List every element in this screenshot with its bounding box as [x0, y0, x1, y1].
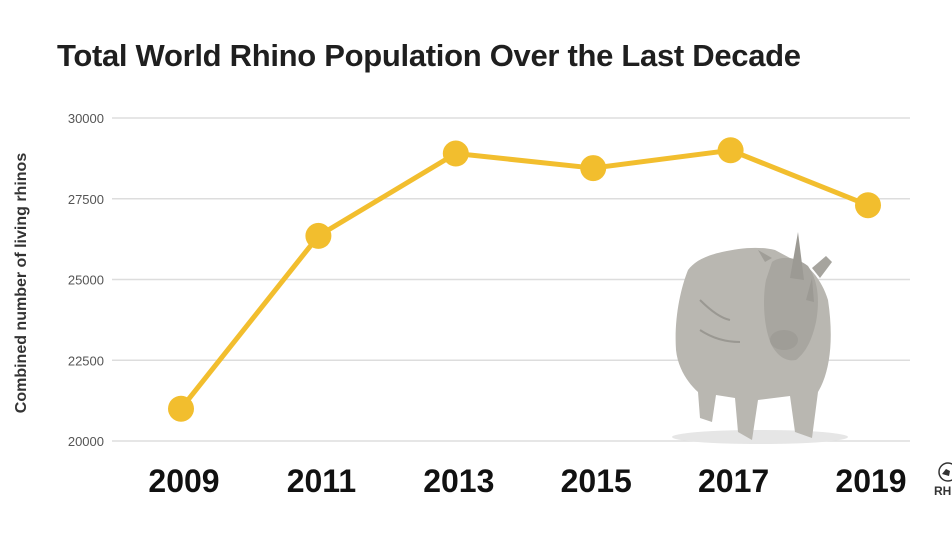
x-axis-ticks: 2009 2011 2013 2015 2017 2019 — [148, 463, 906, 499]
logo-text: RH — [934, 484, 952, 498]
y-tick-label: 30000 — [68, 111, 104, 126]
data-point — [855, 192, 881, 219]
data-point — [305, 222, 332, 249]
x-tick-label: 2019 — [835, 463, 906, 499]
chart-title: Total World Rhino Population Over the La… — [57, 38, 801, 73]
rhino-illustration — [672, 232, 848, 444]
x-tick-label: 2011 — [287, 463, 356, 499]
data-point — [168, 395, 194, 422]
y-tick-label: 25000 — [68, 273, 104, 288]
x-tick-label: 2013 — [423, 463, 494, 499]
data-point — [442, 140, 469, 167]
rhino-logo-icon — [938, 462, 952, 482]
x-tick-label: 2015 — [561, 463, 632, 499]
data-points — [168, 137, 881, 422]
y-tick-label: 27500 — [68, 192, 104, 207]
series-line — [178, 147, 871, 412]
data-point — [717, 137, 744, 164]
y-tick-label: 22500 — [68, 353, 104, 368]
x-tick-label: 2017 — [698, 463, 769, 499]
rhino-logo: RH — [934, 460, 952, 504]
series-line-layer — [178, 147, 871, 412]
y-tick-label: 20000 — [68, 434, 104, 449]
y-axis-ticks: 30000 27500 25000 22500 20000 — [68, 111, 104, 449]
data-point — [580, 155, 607, 182]
x-tick-label: 2009 — [148, 463, 219, 499]
